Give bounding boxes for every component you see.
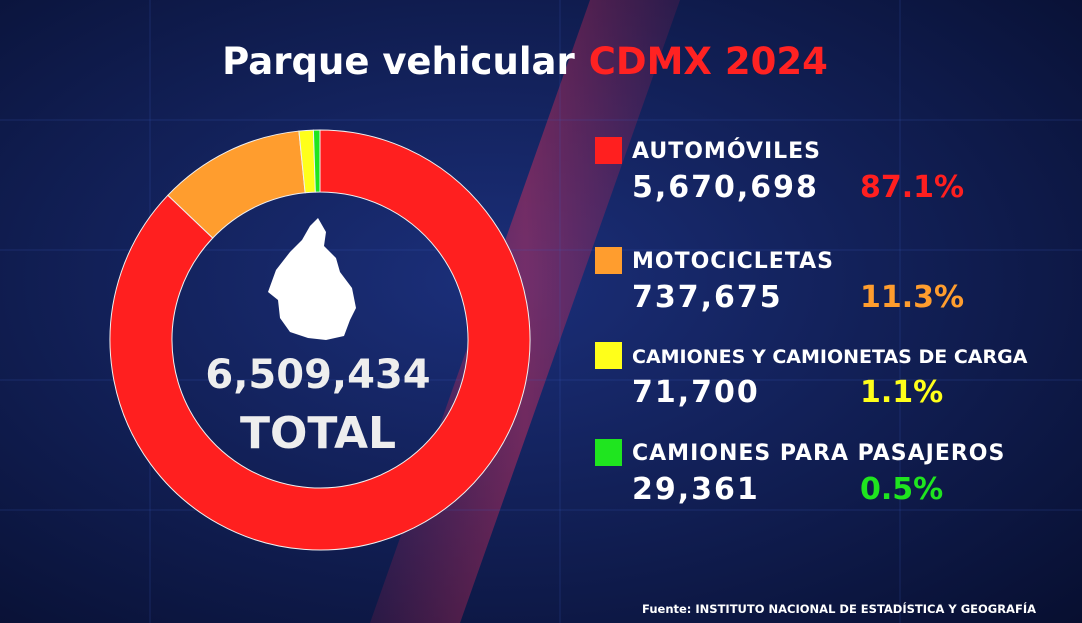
count-value: 71,700 [632, 375, 760, 410]
count-value: 737,675 [632, 280, 783, 315]
title-highlight: CDMX 2024 [589, 40, 828, 83]
legend: AUTOMÓVILES 5,670,698 87.1% MOTOCICLETAS 737… [595, 137, 1028, 507]
source-note: Fuente: INSTITUTO NACIONAL DE ESTADÍSTIC… [642, 601, 1036, 616]
legend-label: MOTOCICLETAS [632, 249, 834, 274]
total-caption: TOTAL [240, 408, 396, 459]
count-value: 5,670,698 [632, 170, 819, 205]
donut-chart [109, 129, 531, 551]
legend-swatch [595, 342, 622, 369]
legend-label: AUTOMÓVILES [632, 138, 821, 164]
share-label: 87.1% [860, 170, 964, 205]
total-value: 6,509,434 [205, 352, 430, 398]
legend-swatch [595, 439, 622, 466]
share-label: 1.1% [860, 375, 943, 410]
legend-swatch [595, 247, 622, 274]
donut-slice [312, 129, 321, 193]
legend-swatch [595, 137, 622, 164]
chart-title: Parque vehicular CDMX 2024 [222, 40, 828, 83]
title-main: Parque vehicular [222, 40, 575, 83]
share-label: 11.3% [860, 280, 964, 315]
city-map-icon [268, 218, 356, 340]
legend-label: CAMIONES PARA PASAJEROS [632, 441, 1005, 466]
count-value: 29,361 [632, 472, 760, 507]
share-label: 0.5% [860, 472, 943, 507]
legend-label: CAMIONES Y CAMIONETAS DE CARGA [632, 346, 1028, 368]
donut-slice [109, 129, 531, 551]
